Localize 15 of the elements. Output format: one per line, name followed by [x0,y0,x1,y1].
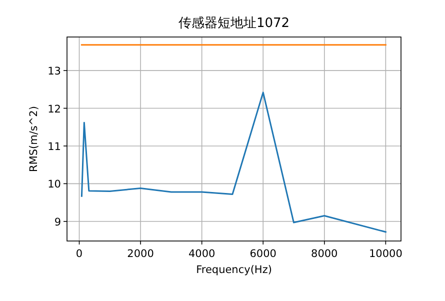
line-series [80,92,386,233]
y-axis-title: RMS(m/s^2) [28,106,40,172]
y-tick-label: 9 [54,216,61,228]
y-tick-label: 12 [48,103,61,116]
x-tick-label: 4000 [188,248,216,260]
x-tick-label: 6000 [250,248,276,260]
y-tick-label: 13 [48,66,61,78]
x-axis-title: Frequency(Hz) [196,264,272,276]
y-tick-label: 11 [48,140,61,153]
y-tick-label: 10 [48,178,61,191]
x-tick-label: 10000 [368,248,402,260]
x-tick-label: 8000 [311,248,338,260]
x-tick-label: 0 [76,248,83,260]
x-tick-label: 2000 [127,248,154,260]
chart-title: 传感器短地址1072 [178,16,290,31]
